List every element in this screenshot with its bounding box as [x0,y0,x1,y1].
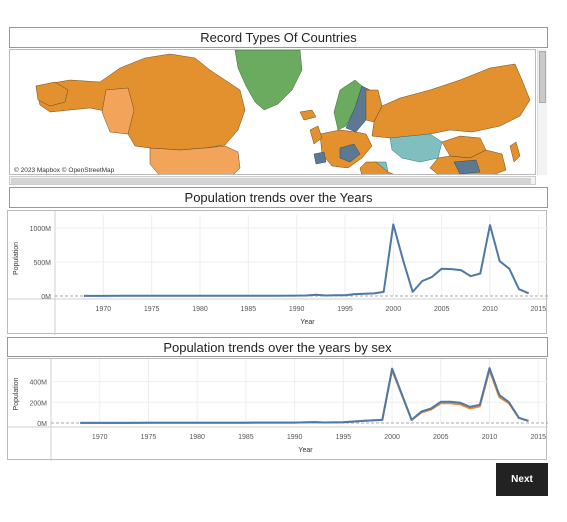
chart1-panel[interactable]: 0M 500M 1000M 1970 1975 1980 1985 1990 1995 2000 2… [7,210,548,335]
y-tick-label: 200M [29,400,47,407]
x-tick-label: 1975 [144,306,160,313]
y-tick-label: 500M [33,260,51,267]
map-region-canada[interactable] [35,53,246,151]
x-tick-label: 2015 [530,434,546,441]
chart2-svg[interactable]: 0M 200M 400M 1970 1975 1980 1985 1990 1995 2000 20… [8,359,548,461]
x-tick-label: 1995 [336,434,352,441]
map-vertical-scrollbar[interactable] [537,49,547,175]
x-tick-label: 2015 [531,306,547,313]
y-tick-label: 0M [41,294,51,301]
y-tick-label: 1000M [30,226,52,233]
chart2-panel[interactable]: 0M 200M 400M 1970 1975 1980 1985 1990 1995 2000 20… [7,358,548,461]
map-attribution: © 2023 Mapbox © OpenStreetMap [14,166,115,174]
chart2-title: Population trends over the years by sex [7,337,548,357]
map-region-middle-east[interactable] [359,161,398,175]
y-tick-label: 400M [29,380,47,387]
world-map[interactable]: © 2023 Mapbox © OpenStreetMap [9,49,536,175]
map-region-light[interactable] [101,87,135,135]
chart1-title: Population trends over the Years [9,187,548,208]
map-region-usa[interactable] [149,145,241,175]
map-region-japan[interactable] [509,141,521,163]
x-tick-label: 2010 [482,306,498,313]
map-region-slate-asia[interactable] [453,159,481,174]
x-tick-label: 1985 [241,306,257,313]
x-tick-label: 1980 [192,306,208,313]
map-svg[interactable]: © 2023 Mapbox © OpenStreetMap [10,50,536,175]
x-tick-label: 1985 [238,434,254,441]
x-tick-label: 1995 [337,306,353,313]
map-region-uk[interactable] [309,125,323,145]
x-tick-label: 1970 [92,434,108,441]
y-axis-title: Population [13,377,20,410]
x-axis-title: Year [300,319,315,326]
series-line-0[interactable] [84,223,530,297]
map-region-europe-slate-2[interactable] [313,151,327,165]
series-line-1[interactable] [80,367,529,424]
chart1-svg[interactable]: 0M 500M 1000M 1970 1975 1980 1985 1990 1995 2000 2… [8,211,548,335]
map-region-iceland[interactable] [299,109,317,121]
x-tick-label: 1975 [141,434,157,441]
y-axis-title: Population [13,242,20,275]
x-tick-label: 1970 [96,306,112,313]
x-tick-label: 2000 [386,306,402,313]
map-vertical-scroll-thumb[interactable] [539,51,546,103]
map-horizontal-scroll-thumb[interactable] [11,178,531,184]
x-tick-label: 2005 [434,306,450,313]
series-line-0[interactable] [80,369,529,424]
x-tick-label: 1990 [287,434,303,441]
y-tick-label: 0M [37,421,47,428]
next-button[interactable]: Next [496,463,548,496]
map-region-alaska[interactable] [35,81,69,107]
map-region-greenland[interactable] [234,50,303,111]
x-tick-label: 2005 [433,434,449,441]
x-axis-title: Year [298,447,313,454]
map-title: Record Types Of Countries [9,27,548,48]
map-region-norway[interactable] [333,79,363,131]
x-tick-label: 1990 [289,306,305,313]
map-horizontal-scrollbar[interactable] [9,176,536,185]
map-region-europe-slate[interactable] [339,143,361,163]
x-tick-label: 1980 [189,434,205,441]
x-tick-label: 2010 [482,434,498,441]
x-tick-label: 2000 [384,434,400,441]
